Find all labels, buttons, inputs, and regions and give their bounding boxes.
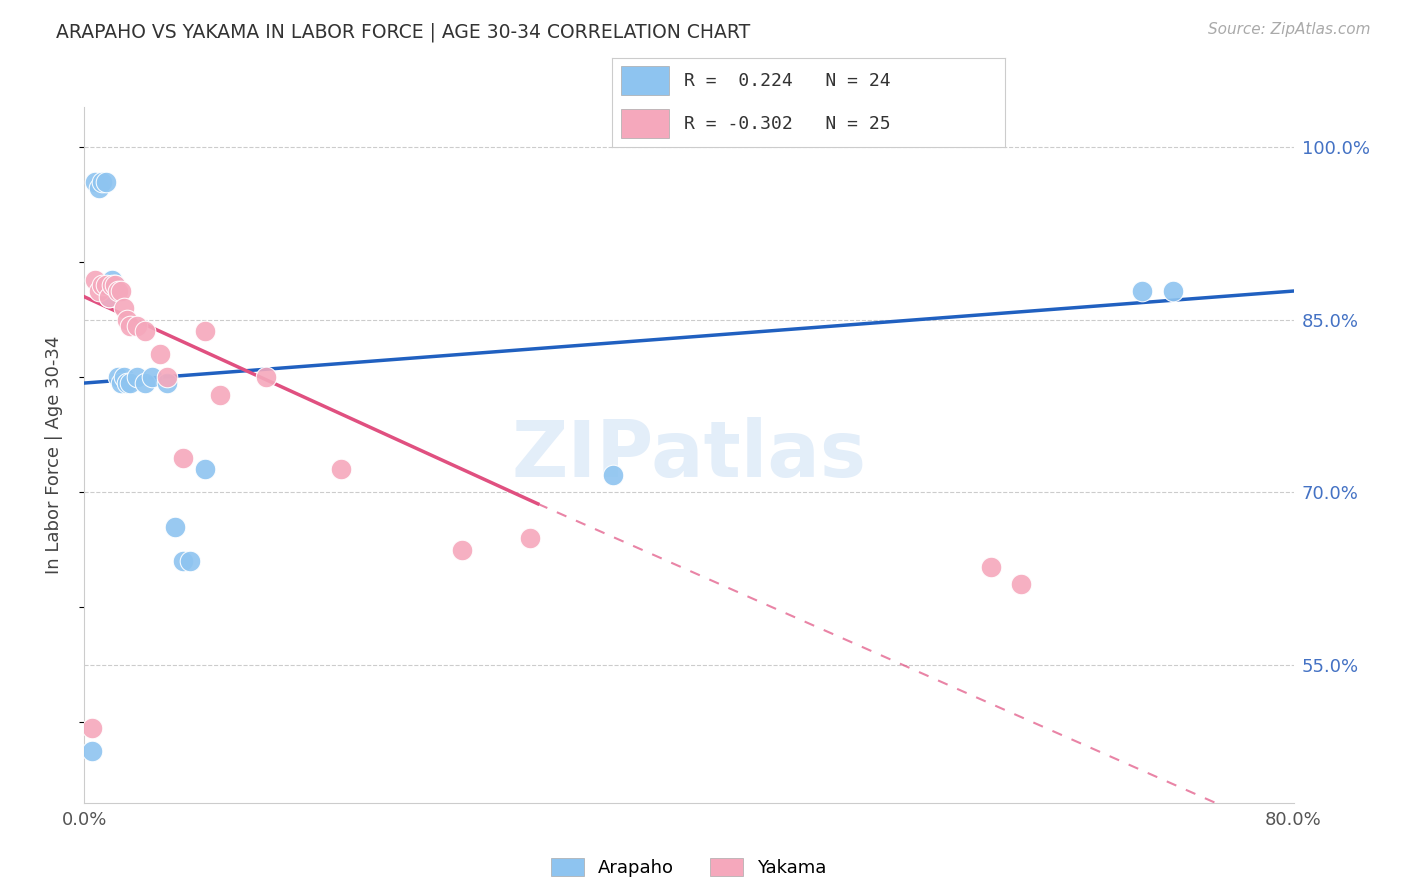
Point <box>141 370 163 384</box>
Point <box>172 554 194 568</box>
Point <box>107 284 129 298</box>
Text: Source: ZipAtlas.com: Source: ZipAtlas.com <box>1208 22 1371 37</box>
Text: ARAPAHO VS YAKAMA IN LABOR FORCE | AGE 30-34 CORRELATION CHART: ARAPAHO VS YAKAMA IN LABOR FORCE | AGE 3… <box>56 22 751 42</box>
Y-axis label: In Labor Force | Age 30-34: In Labor Force | Age 30-34 <box>45 335 63 574</box>
Point <box>80 744 103 758</box>
Point <box>94 278 117 293</box>
Point <box>97 290 120 304</box>
Point <box>519 531 541 545</box>
Point <box>1130 284 1153 298</box>
Point <box>112 370 135 384</box>
Point <box>1161 284 1184 298</box>
Point <box>134 324 156 338</box>
Point <box>91 278 114 293</box>
Point <box>330 462 353 476</box>
Point <box>156 376 179 390</box>
Point <box>165 520 187 534</box>
Point <box>172 450 194 465</box>
Point <box>156 370 179 384</box>
Point <box>97 290 120 304</box>
Point <box>84 175 107 189</box>
Point <box>80 721 103 735</box>
Point <box>118 376 141 390</box>
Point <box>194 462 217 476</box>
Point <box>134 376 156 390</box>
Point <box>118 318 141 333</box>
Point <box>104 278 127 293</box>
Point <box>127 370 149 384</box>
Point <box>112 301 135 316</box>
Point <box>89 284 111 298</box>
Point <box>127 318 149 333</box>
Point <box>254 370 277 384</box>
Point <box>980 560 1002 574</box>
Point <box>110 376 132 390</box>
Point <box>100 278 122 293</box>
Point <box>89 180 111 194</box>
Point <box>209 387 232 401</box>
Text: R = -0.302   N = 25: R = -0.302 N = 25 <box>685 115 891 133</box>
Point <box>179 554 201 568</box>
Legend: Arapaho, Yakama: Arapaho, Yakama <box>544 851 834 884</box>
Point <box>1011 577 1033 591</box>
Text: R =  0.224   N = 24: R = 0.224 N = 24 <box>685 72 891 90</box>
Point <box>100 272 122 286</box>
Point <box>115 313 138 327</box>
Text: ZIPatlas: ZIPatlas <box>512 417 866 493</box>
Point <box>107 370 129 384</box>
Point <box>194 324 217 338</box>
Point <box>149 347 172 361</box>
Point <box>94 175 117 189</box>
Point <box>602 468 624 483</box>
Point <box>104 278 127 293</box>
FancyBboxPatch shape <box>621 66 669 95</box>
Point <box>91 175 114 189</box>
Point <box>451 542 474 557</box>
Point <box>84 272 107 286</box>
Point <box>110 284 132 298</box>
FancyBboxPatch shape <box>621 109 669 138</box>
Point <box>115 376 138 390</box>
